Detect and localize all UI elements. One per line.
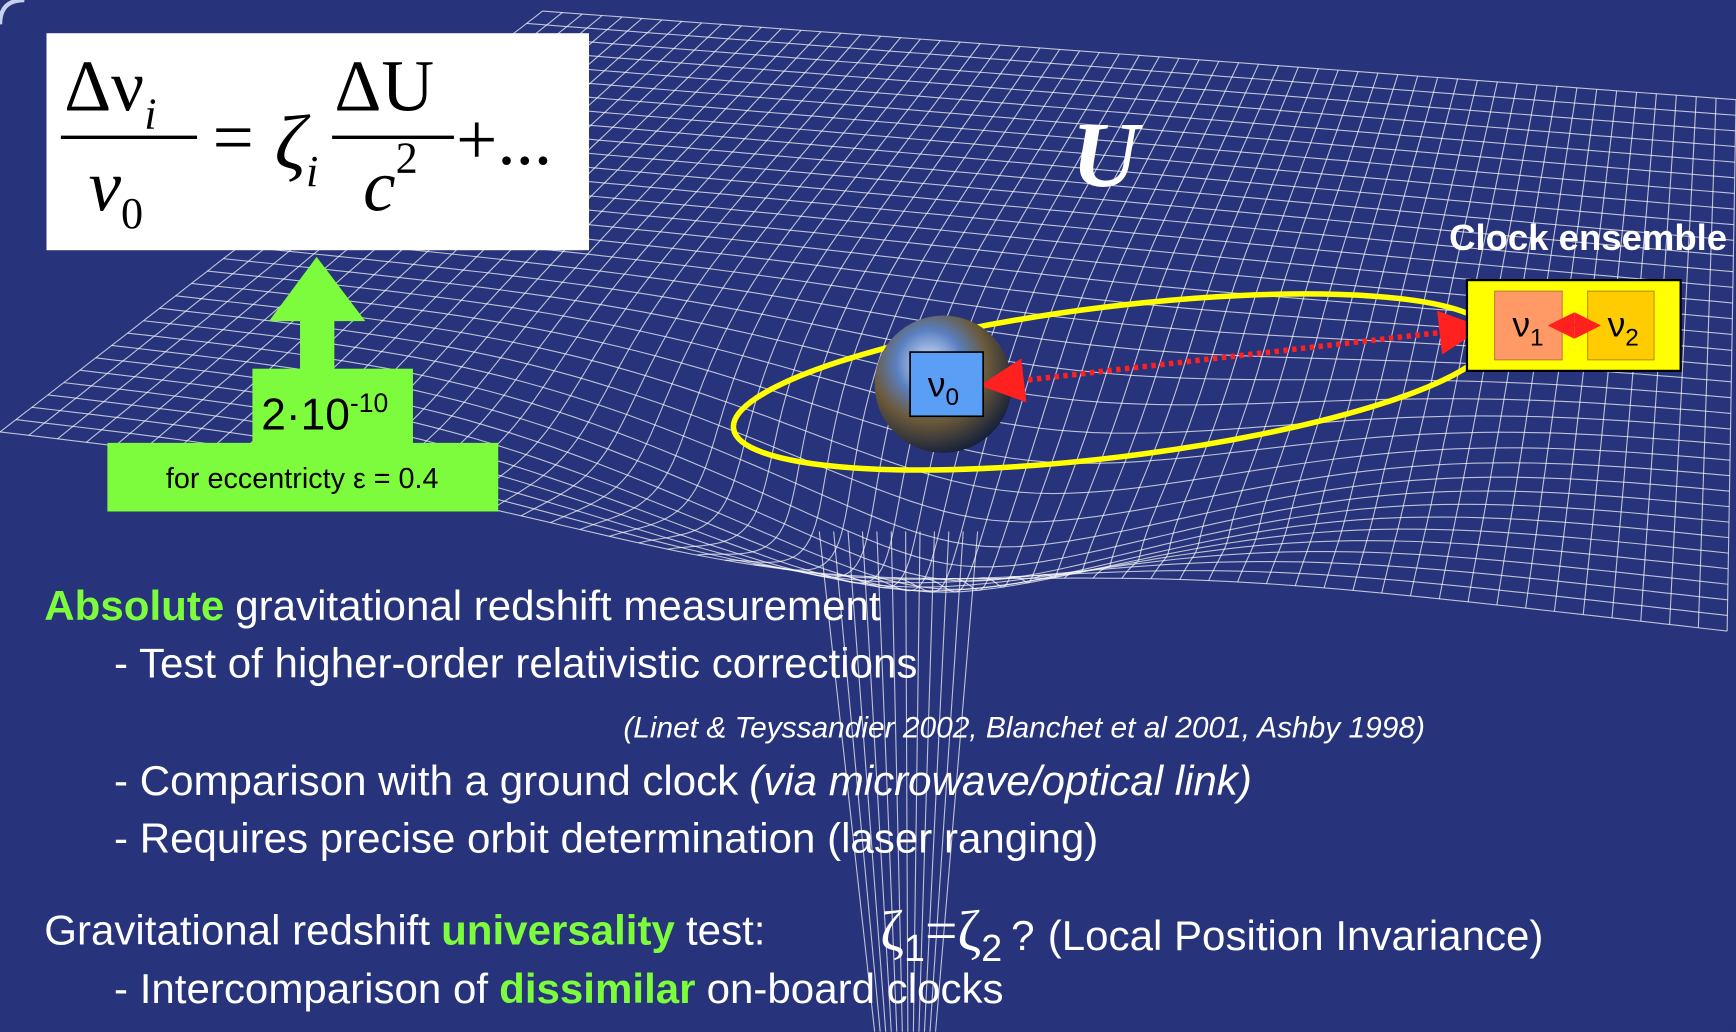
- clock-sub: 1: [1530, 324, 1544, 351]
- highlight: dissimilar: [499, 965, 695, 1012]
- formula-part: 2: [396, 134, 418, 183]
- text-run: (via microwave/optical link): [749, 757, 1252, 804]
- slide-canvas: ν0 Clock ensemble ν1 ν2 U Δνi ν0 = ζi ΔU…: [0, 0, 1736, 1032]
- bullet-item: - Test of higher-order relativistic corr…: [114, 640, 917, 687]
- formula-part: ΔU: [334, 46, 434, 127]
- formula-part: c: [363, 145, 395, 226]
- lpi-part: =: [925, 900, 957, 963]
- ensemble-title: Clock ensemble: [1449, 217, 1727, 258]
- clock-symbol: ν: [1608, 305, 1626, 345]
- estimate-base: 2·10: [261, 391, 350, 440]
- text-run: on-board clocks: [707, 965, 1004, 1012]
- formula-part: ν: [89, 145, 122, 226]
- clock-symbol: ν: [928, 364, 946, 404]
- lpi-part: (Local Position Invariance): [1048, 912, 1544, 959]
- formula-part: i: [144, 89, 156, 138]
- clock-sub: 2: [1625, 324, 1639, 351]
- formula-part: i: [306, 147, 318, 196]
- bullet-item: - Requires precise orbit determination (…: [114, 814, 1098, 861]
- citation: (Linet & Teyssandier 2002, Blanchet et a…: [623, 711, 1425, 744]
- formula-part: +...: [456, 99, 552, 180]
- bullet-item: - Comparison with a ground clock(via mic…: [114, 757, 1252, 804]
- slide: ν0 Clock ensemble ν1 ν2 U Δνi ν0 = ζi ΔU…: [0, 0, 1736, 1032]
- formula-part: =: [213, 97, 254, 178]
- highlight: universality: [441, 906, 675, 953]
- estimate-note: for eccentricty ε = 0.4: [166, 463, 439, 495]
- text-run: - Intercomparison of: [114, 965, 488, 1012]
- estimate-exponent: -10: [350, 388, 388, 418]
- text-run: - Comparison with a ground clock: [114, 757, 739, 804]
- lpi-part: 1: [904, 927, 925, 969]
- lpi-part: 2: [981, 927, 1002, 969]
- text-run: gravitational redshift measurement: [235, 582, 881, 629]
- page: {"formula": {"numerator": "Δν", "numerat…: [0, 0, 1736, 1032]
- highlight: Absolute: [44, 582, 224, 629]
- text-run: Gravitational redshift: [44, 906, 430, 953]
- formula-part: Δν: [64, 46, 144, 127]
- formula-text: Δνi: [64, 46, 156, 139]
- lpi-part: ?: [1011, 912, 1034, 959]
- formula-part: 0: [121, 189, 143, 238]
- lpi-part: ζ: [957, 900, 981, 963]
- clock-sub: 0: [945, 384, 959, 411]
- lpi-part: ζ: [880, 900, 904, 963]
- text-run: test:: [686, 906, 765, 953]
- clock-symbol: ν: [1512, 305, 1530, 345]
- potential-label: U: [1072, 104, 1144, 207]
